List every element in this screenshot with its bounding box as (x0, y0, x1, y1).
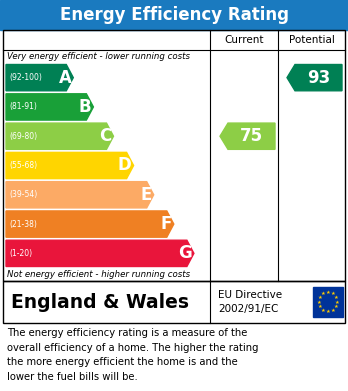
Text: (81-91): (81-91) (9, 102, 37, 111)
Polygon shape (6, 182, 154, 208)
Polygon shape (6, 65, 73, 91)
Bar (3, 30, 345, 281)
Text: ★: ★ (318, 304, 322, 309)
Text: D: D (118, 156, 132, 174)
Text: (21-38): (21-38) (9, 220, 37, 229)
Text: C: C (99, 127, 111, 145)
Text: G: G (178, 244, 192, 262)
Text: ★: ★ (321, 308, 326, 312)
Polygon shape (287, 65, 342, 91)
Text: ★: ★ (321, 291, 326, 296)
Text: ★: ★ (334, 304, 338, 309)
Text: 75: 75 (240, 127, 263, 145)
Polygon shape (6, 152, 134, 179)
Text: ★: ★ (316, 300, 321, 305)
Polygon shape (6, 240, 194, 267)
Text: (92-100): (92-100) (9, 73, 42, 82)
Polygon shape (6, 123, 113, 149)
Text: 93: 93 (307, 69, 330, 87)
Text: ★: ★ (330, 308, 335, 312)
Text: Current: Current (224, 35, 264, 45)
Polygon shape (6, 211, 174, 237)
Text: ★: ★ (335, 300, 340, 305)
Text: A: A (58, 69, 71, 87)
Text: (1-20): (1-20) (9, 249, 32, 258)
Text: F: F (160, 215, 172, 233)
Text: B: B (79, 98, 92, 116)
Text: 2002/91/EC: 2002/91/EC (218, 304, 278, 314)
Polygon shape (220, 123, 275, 149)
Text: Very energy efficient - lower running costs: Very energy efficient - lower running co… (7, 52, 190, 61)
Text: ★: ★ (326, 309, 330, 314)
Text: England & Wales: England & Wales (11, 292, 189, 312)
Text: Not energy efficient - higher running costs: Not energy efficient - higher running co… (7, 270, 190, 279)
Text: The energy efficiency rating is a measure of the
overall efficiency of a home. T: The energy efficiency rating is a measur… (7, 328, 259, 382)
Text: (39-54): (39-54) (9, 190, 37, 199)
Text: Potential: Potential (288, 35, 334, 45)
Polygon shape (6, 94, 93, 120)
Bar (0, 0, 348, 30)
Text: ★: ★ (334, 295, 338, 300)
Text: (69-80): (69-80) (9, 132, 37, 141)
Text: E: E (140, 186, 152, 204)
Text: (55-68): (55-68) (9, 161, 37, 170)
Text: Energy Efficiency Rating: Energy Efficiency Rating (60, 6, 288, 24)
Bar (3, 281, 345, 323)
Bar (313, 287, 343, 317)
Text: EU Directive: EU Directive (218, 290, 282, 300)
Text: ★: ★ (330, 291, 335, 296)
Text: ★: ★ (318, 295, 322, 300)
Text: ★: ★ (326, 290, 330, 295)
